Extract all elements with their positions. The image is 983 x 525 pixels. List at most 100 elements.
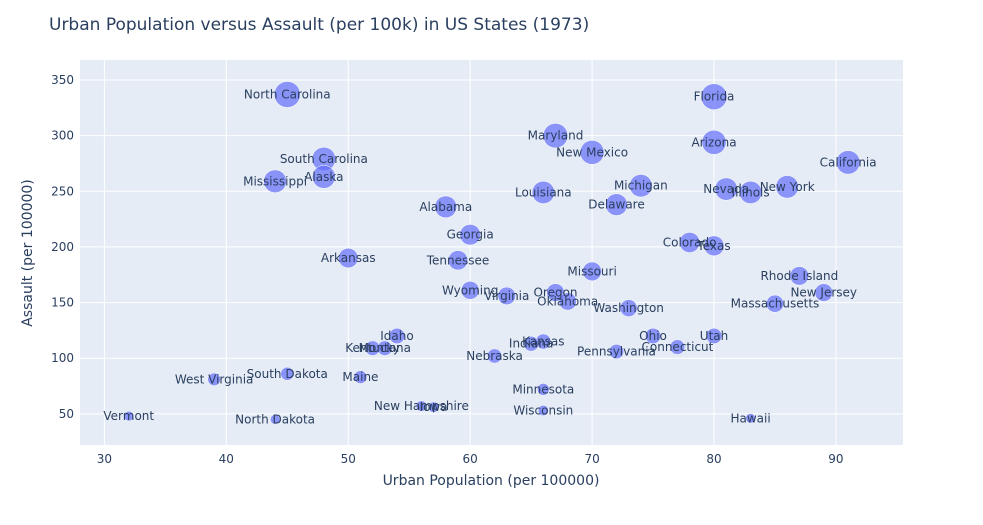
y-tick-label: 250	[51, 184, 74, 198]
data-point-label: Vermont	[103, 409, 154, 423]
data-point-label: Wisconsin	[513, 404, 573, 418]
data-point-label: Alabama	[419, 200, 472, 214]
chart-title: Urban Population versus Assault (per 100…	[49, 15, 589, 35]
data-point-label: New York	[760, 180, 815, 194]
data-point-label: Massachusetts	[731, 297, 820, 311]
x-axis-title: Urban Population (per 100000)	[383, 473, 600, 489]
data-point-label: Florida	[694, 90, 735, 104]
data-point-marker[interactable]	[582, 261, 602, 282]
data-point-label: Arizona	[691, 135, 736, 149]
data-point-label: Montana	[359, 341, 411, 355]
data-point-label: Arkansas	[321, 251, 376, 265]
data-point-label: Illinois	[732, 185, 770, 199]
x-tick-label: 90	[828, 452, 843, 466]
data-point-label: Texas	[696, 239, 730, 253]
data-point-label: Michigan	[614, 179, 668, 193]
data-point-marker[interactable]	[448, 250, 468, 271]
data-point-marker[interactable]	[377, 340, 393, 356]
data-point-label: New Mexico	[556, 145, 628, 159]
data-point-marker[interactable]	[487, 348, 502, 364]
data-point-marker[interactable]	[679, 232, 700, 253]
data-point-label: Nevada	[703, 182, 749, 196]
data-point-label: Colorado	[663, 235, 717, 249]
data-point-marker[interactable]	[263, 169, 287, 193]
data-point-marker[interactable]	[745, 413, 756, 424]
data-point-marker[interactable]	[415, 400, 427, 412]
data-point-marker[interactable]	[714, 177, 738, 201]
data-point-marker[interactable]	[270, 414, 281, 425]
data-point-marker[interactable]	[537, 405, 549, 416]
data-point-label: Connecticut	[642, 340, 714, 354]
data-point-marker[interactable]	[459, 224, 481, 246]
y-tick-label: 200	[51, 240, 74, 254]
data-point-marker[interactable]	[645, 327, 662, 345]
data-point-marker[interactable]	[537, 383, 550, 396]
data-point-marker[interactable]	[705, 327, 723, 345]
data-point-label: Idaho	[380, 329, 413, 343]
data-point-label: California	[820, 155, 877, 169]
data-point-marker[interactable]	[775, 175, 799, 199]
y-tick-label: 50	[59, 407, 74, 421]
data-point-label: Minnesota	[512, 382, 574, 396]
data-point-marker[interactable]	[274, 81, 301, 108]
data-point-label: Wyoming	[442, 283, 498, 297]
y-tick-label: 150	[51, 296, 74, 310]
data-point-marker[interactable]	[531, 180, 555, 204]
plot-area	[80, 60, 903, 445]
data-point-marker[interactable]	[814, 283, 833, 302]
data-point-marker[interactable]	[434, 195, 457, 219]
data-point-label: Tennessee	[426, 253, 490, 267]
point-label-layer: Alabama Alaska Arizona Arkansas California Co…	[103, 87, 876, 426]
data-point-marker[interactable]	[460, 281, 480, 300]
data-point-label: South Dakota	[247, 367, 328, 381]
x-tick-label: 40	[219, 452, 234, 466]
data-point-label: Missouri	[567, 264, 616, 278]
data-point-label: Maine	[342, 370, 378, 384]
data-point-marker[interactable]	[542, 123, 569, 149]
data-point-marker[interactable]	[789, 266, 809, 286]
data-point-label: Georgia	[447, 228, 494, 242]
data-point-label: Hawaii	[730, 411, 770, 425]
data-point-marker[interactable]	[388, 327, 406, 345]
data-point-marker[interactable]	[605, 193, 628, 216]
data-point-label: Kentucky	[345, 341, 400, 355]
data-point-label: South Carolina	[280, 152, 368, 166]
data-point-marker[interactable]	[739, 180, 763, 204]
tick-labels: 30 40 50 60 70 80 90 50 100 150 200 250 300 350	[51, 73, 843, 466]
data-point-marker[interactable]	[629, 174, 653, 198]
y-tick-label: 350	[51, 73, 74, 87]
data-point-label: Iowa	[420, 400, 448, 414]
x-tick-label: 60	[463, 452, 478, 466]
data-point-marker[interactable]	[703, 235, 725, 257]
data-point-label: Mississippi	[243, 174, 307, 188]
y-axis-title: Assault (per 100000)	[20, 179, 36, 327]
data-point-marker[interactable]	[523, 335, 539, 352]
data-point-label: Utah	[700, 329, 728, 343]
data-point-marker[interactable]	[497, 286, 516, 305]
data-point-label: Ohio	[639, 329, 667, 343]
data-point-marker[interactable]	[608, 343, 625, 360]
data-point-label: North Carolina	[244, 87, 331, 101]
x-tick-label: 80	[706, 452, 721, 466]
data-point-marker[interactable]	[207, 372, 221, 386]
data-point-marker[interactable]	[619, 299, 638, 317]
data-point-label: West Virginia	[175, 372, 254, 386]
data-point-marker[interactable]	[701, 129, 727, 155]
data-point-label: Virginia	[484, 289, 529, 303]
data-point-marker[interactable]	[428, 401, 440, 413]
data-point-marker[interactable]	[353, 370, 368, 384]
data-point-label: Louisiana	[515, 185, 572, 199]
data-point-marker[interactable]	[123, 410, 134, 422]
data-point-label: Alaska	[304, 170, 343, 184]
data-point-marker[interactable]	[338, 248, 359, 269]
data-point-label: New Jersey	[790, 286, 857, 300]
data-point-marker[interactable]	[312, 165, 336, 189]
data-point-marker[interactable]	[766, 294, 784, 313]
data-point-marker[interactable]	[280, 366, 295, 381]
data-point-marker[interactable]	[836, 150, 861, 175]
data-point-marker[interactable]	[579, 140, 605, 165]
data-point-marker[interactable]	[700, 83, 728, 110]
data-point-marker[interactable]	[558, 292, 577, 311]
data-point-marker[interactable]	[669, 339, 686, 355]
